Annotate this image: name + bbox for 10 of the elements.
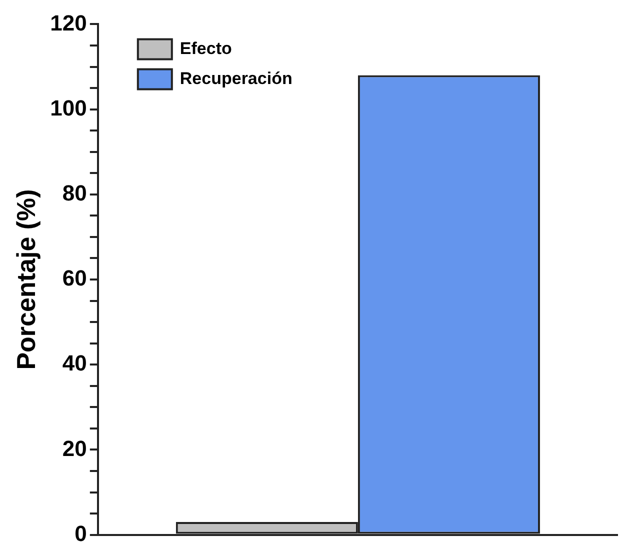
y-tick-label: 20 <box>62 436 87 461</box>
legend-label: Recuperación <box>180 68 292 88</box>
y-tick-label: 40 <box>62 350 87 376</box>
y-tick-label: 80 <box>62 180 87 206</box>
y-axis-title: Porcentaje (%) <box>10 189 41 370</box>
y-tick-label: 0 <box>74 520 87 546</box>
y-tick-label: 100 <box>50 95 87 120</box>
legend-label: Efecto <box>180 38 232 58</box>
y-tick-label: 60 <box>62 266 87 291</box>
y-tick-label: 120 <box>50 10 87 36</box>
